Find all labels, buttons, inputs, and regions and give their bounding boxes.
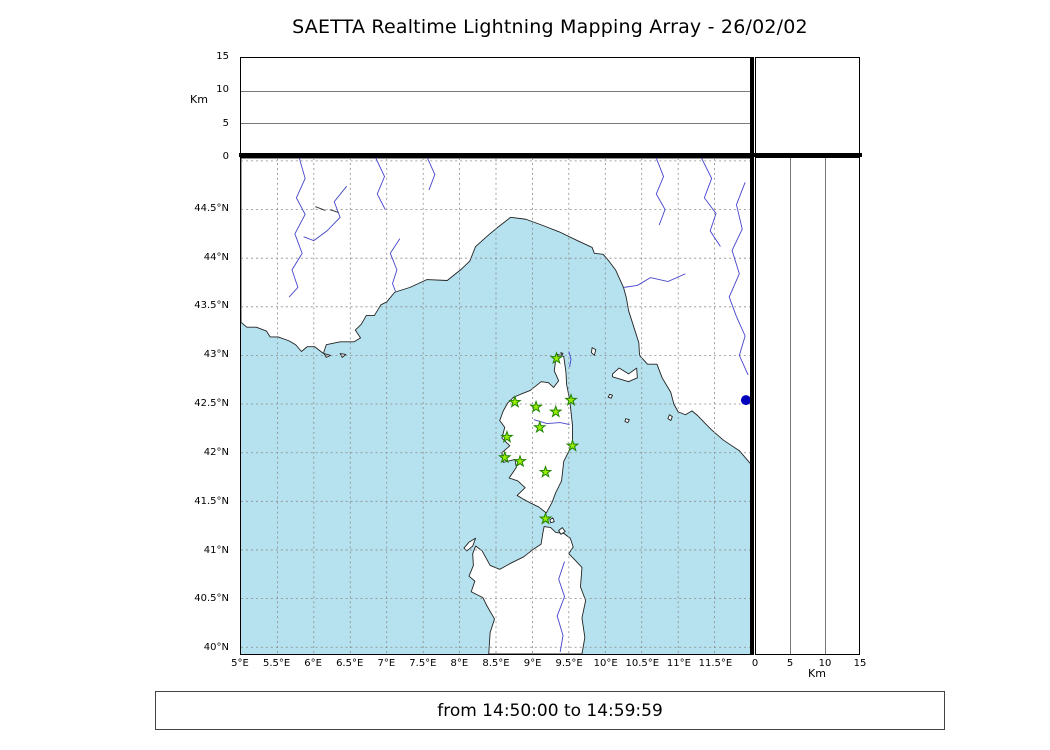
landmass [558, 527, 566, 535]
coast-station-dot [740, 395, 751, 406]
river [427, 158, 436, 191]
map-panel [240, 157, 752, 655]
river [568, 351, 572, 368]
landmass [463, 537, 477, 552]
landmass [590, 347, 597, 356]
lon-tick-label: 10.5°E [625, 658, 660, 669]
altitude-axis-unit-left: Km [190, 93, 208, 106]
altitude-axis-labels-left: 0 5 10 15 [150, 51, 235, 162]
altitude-gridline [824, 158, 826, 654]
corner-panel [755, 57, 860, 157]
river [655, 158, 666, 226]
altitude-axis-unit-right: Km [808, 667, 826, 680]
lon-tick-label: 7.5°E [409, 658, 437, 669]
lma-station-star-marker [513, 454, 527, 468]
altitude-tick-label: 0 [751, 658, 759, 669]
landmass [607, 393, 613, 399]
lon-altitude-panel [240, 57, 752, 157]
river [303, 185, 348, 242]
lon-tick-label: 8.5°E [482, 658, 510, 669]
lma-station-star-marker [549, 351, 564, 365]
lma-station-star-marker [538, 465, 553, 478]
lon-tick-label: 10°E [593, 658, 618, 669]
lon-tick-label: 9.5°E [555, 658, 583, 669]
lat-tick-label: 44°N [203, 251, 229, 263]
altitude-tick-label: 10 [818, 658, 832, 669]
lma-station-star-marker [529, 399, 543, 413]
lat-tick-label: 42°N [203, 446, 229, 458]
river [556, 561, 566, 653]
terrain-mark [315, 206, 326, 211]
landmass [667, 414, 673, 421]
river [533, 419, 570, 425]
river [288, 158, 306, 298]
lat-tick-label: 40°N [203, 642, 229, 654]
lon-tick-label: 6°E [304, 658, 322, 669]
page-title: SAETTA Realtime Lightning Mapping Array … [292, 16, 808, 38]
lma-station-star-marker [508, 394, 522, 408]
terrain-mark [329, 209, 339, 213]
river [389, 238, 401, 292]
landmass [549, 517, 555, 524]
lon-tick-label: 6.5°E [336, 658, 364, 669]
altitude-gridline [241, 90, 751, 92]
lma-station-star-marker [538, 511, 553, 525]
lma-station-star-marker [533, 420, 547, 434]
landmass [612, 367, 638, 383]
river [701, 158, 721, 247]
landmass [560, 352, 564, 356]
river [375, 158, 386, 210]
lat-tick-label: 44.5°N [194, 202, 229, 214]
altitude-tick-label: 15 [216, 51, 229, 62]
lon-tick-label: 5°E [231, 658, 249, 669]
lon-tick-label: 8°E [450, 658, 469, 669]
lat-tick-label: 40.5°N [194, 593, 229, 605]
lon-tick-label: 7°E [377, 658, 396, 669]
time-range-bar: from 14:50:00 to 14:59:59 [155, 691, 945, 730]
altitude-axis-labels-right: 0 5 10 15 [751, 658, 867, 672]
altitude-gridline [241, 123, 751, 125]
lon-axis-labels: 5°E 5.5°E 6°E 6.5°E 7°E 7.5°E 8°E 8.5°E 9°E 9.5°E… [231, 658, 752, 672]
altitude-tick-label: 15 [853, 658, 867, 669]
lat-axis-labels: 44.5°N 44°N 43.5°N 43°N 42.5°N 42°N 41.5°N 41°N… [150, 157, 235, 655]
lma-station-star-marker [500, 429, 514, 443]
lon-tick-label: 5.5°E [262, 658, 291, 669]
lon-tick-label: 9°E [523, 658, 542, 669]
time-range-text: from 14:50:00 to 14:59:59 [437, 700, 663, 721]
lma-station-star-marker [565, 438, 580, 452]
altitude-tick-label: 5 [786, 658, 794, 669]
river [728, 182, 749, 376]
panel-divider-vertical [750, 57, 754, 655]
panel-divider-horizontal [239, 153, 862, 157]
landmass [468, 526, 587, 654]
lat-tick-label: 43.5°N [194, 300, 229, 312]
lat-tick-label: 42.5°N [194, 398, 229, 409]
lma-station-star-marker [564, 392, 578, 406]
lma-station-star-marker [548, 404, 563, 418]
lat-tick-label: 41.5°N [194, 495, 229, 507]
lat-altitude-panel [755, 157, 860, 655]
landmass [624, 418, 630, 423]
altitude-gridline [790, 158, 792, 654]
landmass [241, 158, 751, 465]
map-svg [241, 158, 751, 654]
lat-tick-label: 43°N [203, 349, 229, 361]
lon-tick-label: 11.5°E [698, 658, 733, 669]
altitude-tick-label: 0 [222, 151, 229, 162]
lma-station-star-marker [497, 450, 512, 464]
lat-tick-label: 41°N [203, 544, 229, 556]
altitude-tick-label: 5 [222, 117, 229, 129]
lon-tick-label: 11°E [666, 658, 691, 669]
river [624, 273, 686, 288]
altitude-tick-label: 10 [216, 84, 229, 96]
